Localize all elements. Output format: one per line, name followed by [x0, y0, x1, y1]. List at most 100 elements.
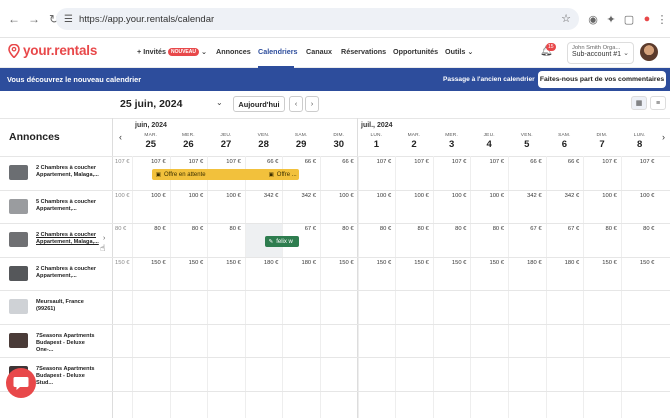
price-cell[interactable]: 80 € — [342, 226, 354, 232]
extension-icon[interactable]: ◉ — [588, 13, 598, 26]
price-cell[interactable]: 180 € — [263, 259, 279, 266]
old-calendar-link[interactable]: Passage à l'ancien calendrier — [443, 76, 535, 83]
listing-row[interactable]: 7Seasons Apartments Budapest - Deluxe On… — [0, 324, 113, 357]
sidebar-icon[interactable]: ▢ — [623, 13, 635, 26]
profile-icon[interactable]: ● — [643, 13, 651, 25]
price-cell[interactable]: 150 € — [414, 259, 429, 266]
price-cell[interactable]: 66 € — [304, 159, 316, 165]
price-cell[interactable]: 107 € — [489, 159, 504, 165]
listing-row[interactable]: 2 Chambres à coucher Appartement, Malaga… — [0, 156, 113, 189]
chevron-down-icon[interactable]: ⌄ — [216, 98, 223, 107]
price-cell[interactable]: 67 € — [530, 226, 542, 232]
price-cell[interactable]: 150 € — [489, 259, 504, 266]
price-cell[interactable]: 100 € — [376, 192, 392, 199]
price-cell[interactable]: 107 € — [151, 159, 166, 165]
price-cell[interactable]: 107 € — [115, 159, 130, 165]
price-cell[interactable]: 150 € — [339, 259, 354, 266]
feedback-button[interactable]: Faites-nous part de vos commentaires — [538, 71, 666, 88]
price-cell[interactable]: 80 € — [154, 226, 166, 232]
bell-icon[interactable]: 🔔︎ — [540, 46, 553, 57]
puzzle-icon[interactable]: ✦ — [606, 13, 616, 26]
price-cell[interactable]: 100 € — [414, 192, 429, 199]
listing-row[interactable]: 5 Chambres à coucher Appartement,... — [0, 190, 113, 223]
price-cell[interactable]: 100 € — [188, 192, 204, 199]
price-cell[interactable]: 150 € — [188, 259, 204, 266]
price-cell[interactable]: 80 € — [229, 226, 241, 232]
list-view-icon[interactable]: ≡ — [650, 96, 666, 110]
price-cell[interactable]: 150 € — [602, 259, 617, 266]
price-cell[interactable]: 342 € — [301, 192, 316, 199]
price-cell[interactable]: 342 € — [263, 192, 279, 199]
listing-row[interactable]: 2 Chambres à coucher Appartement, Malaga… — [0, 223, 113, 256]
price-cell[interactable]: 107 € — [602, 159, 617, 165]
price-cell[interactable]: 150 € — [451, 259, 467, 266]
price-cell[interactable]: 80 € — [455, 226, 467, 232]
nav-annonces[interactable]: Annonces — [216, 47, 251, 56]
price-cell[interactable]: 66 € — [567, 159, 580, 165]
chevron-right-icon[interactable]: › — [103, 235, 106, 242]
price-cell[interactable]: 80 € — [191, 226, 204, 232]
listing-row[interactable]: 2 Chambres à coucher Appartement,... — [0, 257, 113, 290]
price-cell[interactable]: 100 € — [339, 192, 354, 199]
price-cell[interactable]: 180 € — [527, 259, 542, 266]
price-cell[interactable]: 107 € — [451, 159, 467, 165]
listing-name[interactable]: Meursault, France (99261) — [36, 299, 84, 312]
current-date[interactable]: 25 juin, 2024 — [120, 98, 183, 110]
listing-name[interactable]: 7Seasons Apartments Budapest - Deluxe St… — [36, 366, 95, 386]
price-cell[interactable]: 150 € — [226, 259, 241, 266]
site-info-icon[interactable]: ☰ — [64, 13, 73, 25]
listing-row[interactable]: Meursault, France (99261) — [0, 290, 113, 323]
reload-icon[interactable]: ↻ — [48, 11, 60, 26]
price-cell[interactable]: 150 € — [115, 259, 130, 266]
price-cell[interactable]: 80 € — [605, 226, 617, 232]
bookmark-star-icon[interactable]: ☆ — [561, 13, 571, 25]
price-cell[interactable]: 150 € — [376, 259, 392, 266]
grid-view-icon[interactable]: ▦ — [631, 96, 647, 110]
price-cell[interactable]: 66 € — [530, 159, 542, 165]
price-cell[interactable]: 150 € — [639, 259, 655, 266]
price-cell[interactable]: 100 € — [115, 192, 130, 199]
price-cell[interactable]: 342 € — [527, 192, 542, 199]
chat-button[interactable] — [6, 368, 36, 398]
nav-opportunites[interactable]: Opportunités — [393, 47, 439, 56]
price-cell[interactable]: 100 € — [451, 192, 467, 199]
price-cell[interactable]: 100 € — [226, 192, 241, 199]
price-cell[interactable]: 342 € — [564, 192, 580, 199]
price-cell[interactable]: 80 € — [115, 226, 127, 232]
listing-name[interactable]: 2 Chambres à coucher Appartement, Malaga… — [36, 165, 99, 178]
price-cell[interactable]: 100 € — [602, 192, 617, 199]
price-cell[interactable]: 180 € — [301, 259, 316, 266]
price-cell[interactable]: 80 € — [492, 226, 504, 232]
nav-reservations[interactable]: Réservations — [341, 47, 387, 56]
price-cell[interactable]: 80 € — [643, 226, 655, 232]
price-cell[interactable]: 107 € — [414, 159, 429, 165]
price-cell[interactable]: 100 € — [151, 192, 166, 199]
price-cell[interactable]: 107 € — [226, 159, 241, 165]
address-bar[interactable]: ☰ https://app.your.rentals/calendar ☆ — [56, 8, 579, 30]
price-cell[interactable]: 150 € — [151, 259, 166, 266]
listing-name[interactable]: 2 Chambres à coucher Appartement, Malaga… — [36, 232, 99, 245]
reservation-bar[interactable]: ▣ Offre ... — [264, 169, 300, 180]
prev-button[interactable]: ‹ — [289, 96, 303, 112]
nav-calendriers[interactable]: Calendriers — [258, 47, 298, 56]
logo[interactable]: your.rentals — [8, 43, 97, 58]
price-cell[interactable]: 180 € — [564, 259, 580, 266]
chevron-right-icon[interactable]: › — [662, 132, 665, 142]
price-cell[interactable]: 67 € — [304, 226, 316, 232]
nav-canaux[interactable]: Canaux — [306, 47, 332, 56]
price-cell[interactable]: 67 € — [567, 226, 580, 232]
listing-name[interactable]: 5 Chambres à coucher Appartement,... — [36, 198, 97, 212]
forward-icon[interactable]: → — [28, 11, 40, 26]
listing-name[interactable]: 7Seasons Apartments Budapest - Deluxe On… — [36, 332, 95, 353]
price-cell[interactable]: 80 € — [379, 226, 392, 232]
next-button[interactable]: › — [305, 96, 319, 112]
price-cell[interactable]: 66 € — [342, 159, 354, 165]
price-cell[interactable]: 107 € — [639, 159, 655, 165]
price-cell[interactable]: 100 € — [489, 192, 504, 199]
nav-invites[interactable]: + Invités NOUVEAU ⌄ — [137, 47, 207, 57]
menu-icon[interactable]: ⋮ — [656, 13, 668, 26]
account-switcher[interactable]: John Smith Orga... Sub-account #1 ⌄ — [567, 42, 634, 64]
reservation-bar[interactable]: ✎ felix w — [264, 236, 300, 247]
chevron-left-icon[interactable]: ‹ — [119, 132, 122, 142]
avatar[interactable] — [640, 43, 658, 61]
